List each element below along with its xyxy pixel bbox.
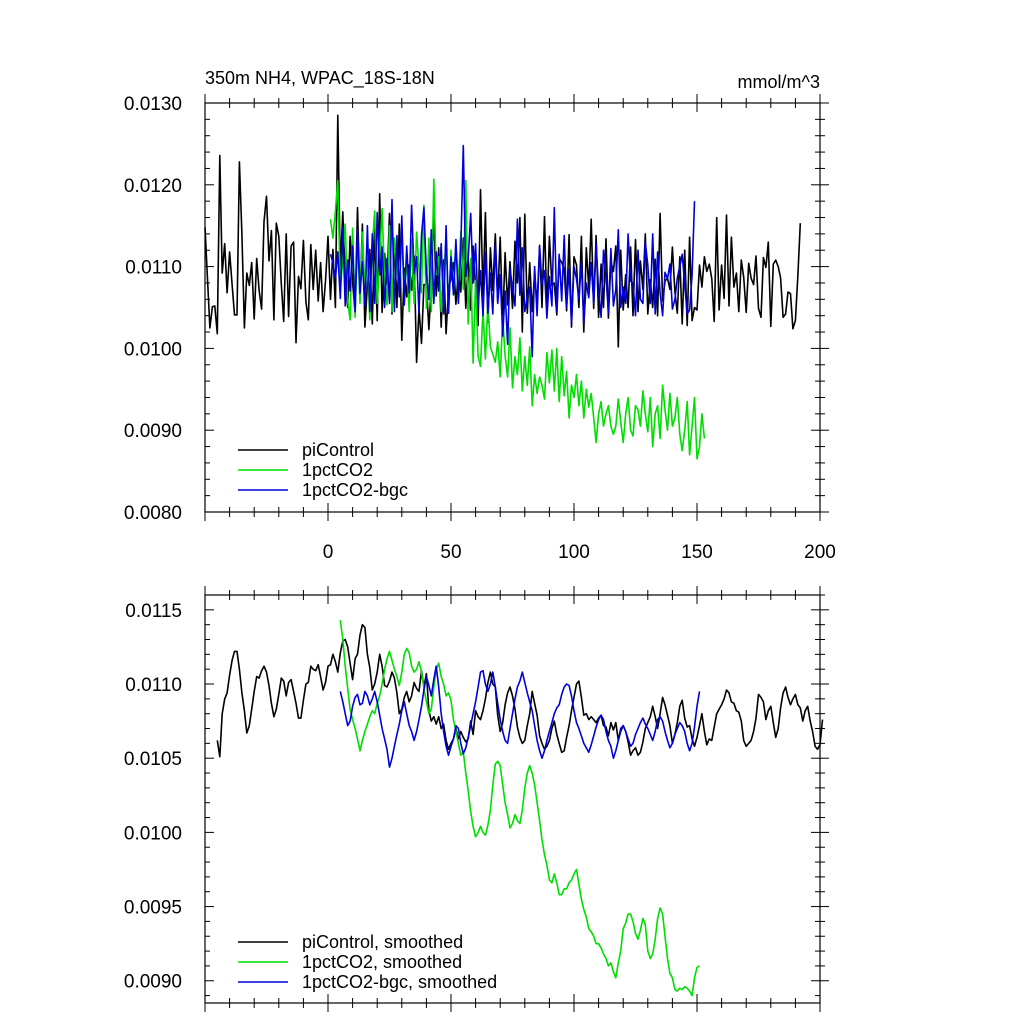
series-line-1pctco2 [329, 178, 706, 460]
plot-frame-0 [204, 102, 821, 513]
y-tick-label: 0.0100 [124, 823, 182, 844]
series-line-1pctco2-bgc [329, 144, 696, 358]
legend-label: 1pctCO2 [302, 460, 373, 480]
legend-label: 1pctCO2-bgc [302, 480, 408, 500]
y-tick-label: 0.0090 [124, 972, 182, 993]
y-tick-label: 0.0110 [125, 258, 182, 279]
legend-label: 1pctCO2, smoothed [302, 952, 462, 972]
y-tick-label: 0.0120 [124, 176, 182, 197]
y-tick-label: 0.0100 [124, 339, 182, 360]
y-tick-label: 0.0115 [125, 601, 182, 622]
y-tick-label: 0.0110 [125, 675, 182, 696]
bottom-panel: 0.0090 0.0095 0.0100 0.0105 0.0110 0.0115 piCo… [124, 586, 829, 1012]
x-tick-label: 150 [681, 542, 713, 563]
top-panel-units: mmol/m^3 [738, 72, 820, 92]
x-tick-label: 0 [323, 542, 334, 563]
series-line-1pctco2-smoothed [339, 620, 700, 997]
top-panel: 350m NH4, WPAC_18S-18N mmol/m^3 0 50 100 15… [124, 68, 836, 563]
plot-frame-1 [204, 594, 821, 1004]
y-tick-label: 0.0090 [124, 421, 182, 442]
y-tick-label: 0.0130 [124, 94, 182, 115]
y-tick-label: 0.0080 [124, 503, 182, 524]
y-tick-label: 0.0095 [124, 898, 182, 919]
x-tick-label: 100 [558, 542, 590, 563]
series-line-1pctco2-bgc-smoothed [339, 665, 701, 768]
top-panel-title: 350m NH4, WPAC_18S-18N [205, 68, 435, 89]
series-line-picontrol-smoothed [216, 623, 824, 758]
legend-label: piControl, smoothed [302, 932, 463, 952]
legend-label: piControl [302, 440, 374, 460]
legend-label: 1pctCO2-bgc, smoothed [302, 972, 497, 992]
x-tick-label: 200 [804, 542, 836, 563]
x-tick-label: 50 [440, 542, 461, 563]
y-tick-label: 0.0105 [124, 749, 182, 770]
